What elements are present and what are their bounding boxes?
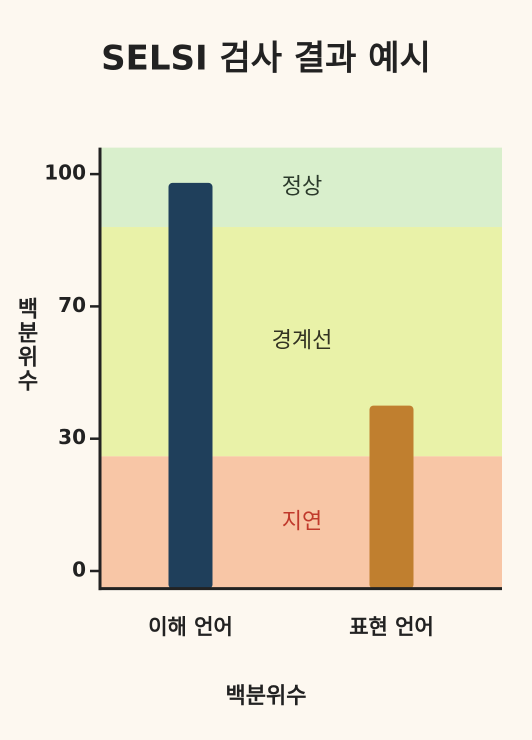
band [100,147,502,228]
bar [369,405,414,589]
band [100,227,502,457]
bar [168,182,213,589]
y-tick-label: 30 [58,425,86,449]
y-axis-label: 백분위수 [13,297,38,393]
x-tick-label: 이해 언어 [148,615,233,639]
y-tick-label: 70 [58,293,86,317]
y-tick-label: 0 [72,558,86,582]
band-label: 지연 [282,509,322,534]
y-tick-label: 100 [44,161,86,185]
x-tick-label: 표현 언어 [349,615,434,639]
band-label: 경계선 [272,329,333,354]
chart-title: SELSI 검사 결과 예시 [101,39,431,79]
band [100,456,502,589]
x-axis-label: 백분위수 [226,684,307,709]
band-label: 정상 [282,174,322,199]
